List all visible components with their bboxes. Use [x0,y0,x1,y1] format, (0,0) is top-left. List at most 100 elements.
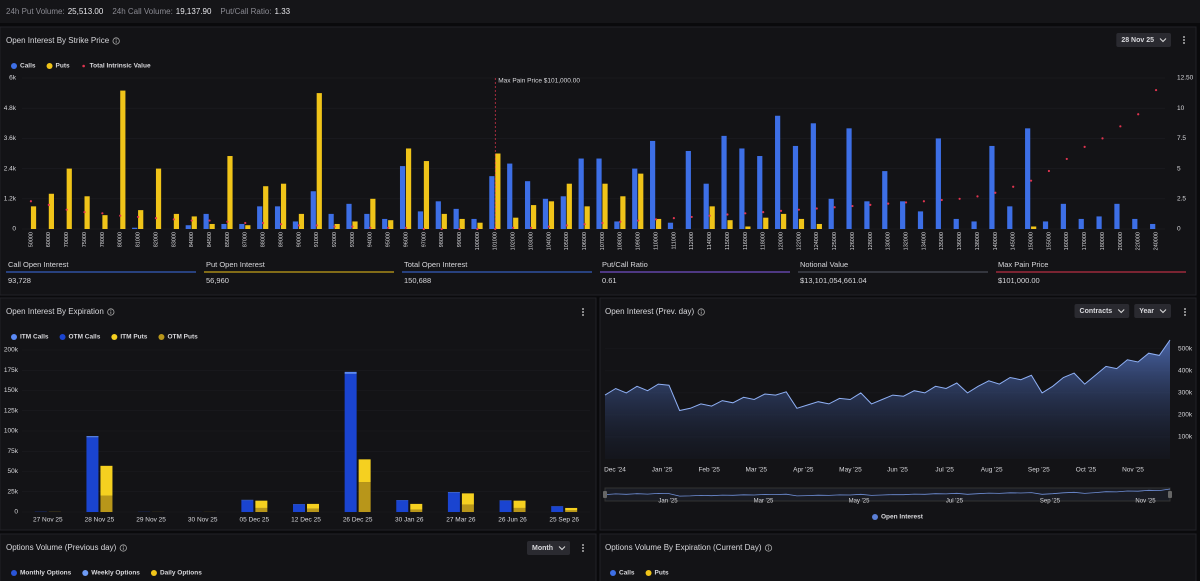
chevron[interactable] [1117,309,1125,314]
dropdown-label[interactable]: Month [532,545,553,552]
intrinsic-dot [351,225,354,228]
dropdown[interactable]: Month [527,541,570,555]
y2-tick-label: 5 [1177,165,1181,172]
intrinsic-dot [387,226,390,229]
bar [399,166,406,229]
dropdown-label[interactable]: Contracts [1080,308,1113,315]
legend-marker [158,334,165,340]
bar-segment [447,492,460,512]
bar [524,181,531,229]
bar [542,198,549,229]
info-icon [768,545,770,547]
bar [138,210,144,229]
stat-value: 1.33 [275,7,291,16]
y-tick-label: 2.4k [4,165,17,172]
x-tick-label: 94000 [368,232,374,247]
chevron[interactable] [1159,309,1167,314]
x-tick-label: 135000 [939,232,945,250]
intrinsic-dot [797,208,800,211]
bar [495,153,501,229]
bar [560,196,566,229]
x-tick-label: Aug '25 [981,467,1003,474]
legend-label: OTM Calls [69,334,101,341]
x-tick-label: 26 Dec 25 [343,517,373,524]
y-tick-label: 25k [8,488,19,495]
bar [263,186,269,229]
legend-marker [872,514,878,520]
info-icon [700,309,702,311]
dropdown-label[interactable]: Year [1139,308,1154,315]
dropdown-box[interactable] [527,541,570,555]
dropdown-box[interactable] [1074,304,1130,318]
y-tick-label: 200k [4,347,19,354]
x-tick-label: 25 Sep 26 [549,517,579,524]
menu-icon [1184,311,1186,313]
info-icon [112,37,120,45]
x-tick-label: Oct '25 [1076,467,1097,474]
bar [1031,226,1037,229]
intrinsic-dot [940,198,943,202]
stats-bar [0,0,1200,23]
bar [1150,223,1156,229]
intrinsic-dot [637,219,640,222]
intrinsic-dot [726,213,729,216]
bar [810,123,816,229]
bar [596,158,602,229]
info-icon [697,308,705,316]
x-tick-label: 124000 [814,232,820,250]
intrinsic-dot [744,212,747,215]
intrinsic-dot [244,221,247,225]
x-tick-label: 90000 [296,232,302,247]
bar-segment [100,465,113,496]
menu-icon [1183,42,1185,44]
x-tick-label: Jul '25 [935,467,954,474]
intrinsic-dot [1012,185,1015,188]
bar [1060,203,1066,229]
dropdown[interactable]: Contracts [1074,304,1130,318]
intrinsic-dot [101,212,104,215]
x-tick-label: 80000 [118,232,124,247]
navigator-handle[interactable] [603,491,607,498]
dropdown[interactable]: Year [1134,304,1171,318]
legend-label: Monthly Options [20,570,72,577]
x-tick-label: 28 Nov 25 [85,517,115,524]
x-tick-label: 107000 [600,232,606,250]
max-pain-label: Max Pain Price $101,000.00 [498,78,580,85]
bar [209,223,215,229]
intrinsic-dot [83,210,86,214]
dropdown-box[interactable] [1134,304,1171,318]
bar [227,156,233,229]
bar [703,183,709,229]
menu-icon [582,547,584,549]
menu-icon [582,314,584,316]
bar-segment [513,507,526,512]
intrinsic-dot [279,223,283,226]
x-tick-label: Nov '25 [1122,467,1144,474]
bar [48,193,54,229]
x-tick-label: 83000 [171,232,177,247]
x-tick-label: 150000 [1029,232,1035,250]
intrinsic-dot [208,219,211,222]
intrinsic-dot [136,215,140,219]
intrinsic-dot [851,204,854,208]
bar [828,198,834,229]
navigator-label: Nov '25 [1135,499,1156,505]
dropdown[interactable]: 28 Nov 25 [1116,33,1171,47]
intrinsic-dot [1047,169,1051,173]
x-tick-label: 05 Dec 25 [240,517,270,524]
bar [614,221,620,229]
navigator-label: Jan '25 [658,499,678,505]
x-tick-label: 92000 [332,232,338,247]
dropdown-box[interactable] [1116,33,1171,47]
intrinsic-dot [619,220,622,223]
chevron[interactable] [558,546,566,551]
navigator-handle[interactable] [1168,491,1172,498]
intrinsic-dot [583,223,586,226]
intrinsic-dot [172,218,175,221]
bar [298,213,305,229]
chevron[interactable] [1159,38,1167,43]
dropdown-label[interactable]: 28 Nov 25 [1121,37,1154,44]
panel [0,533,597,581]
summary-label: Call Open Interest [8,260,69,269]
intrinsic-dot [1083,145,1086,148]
